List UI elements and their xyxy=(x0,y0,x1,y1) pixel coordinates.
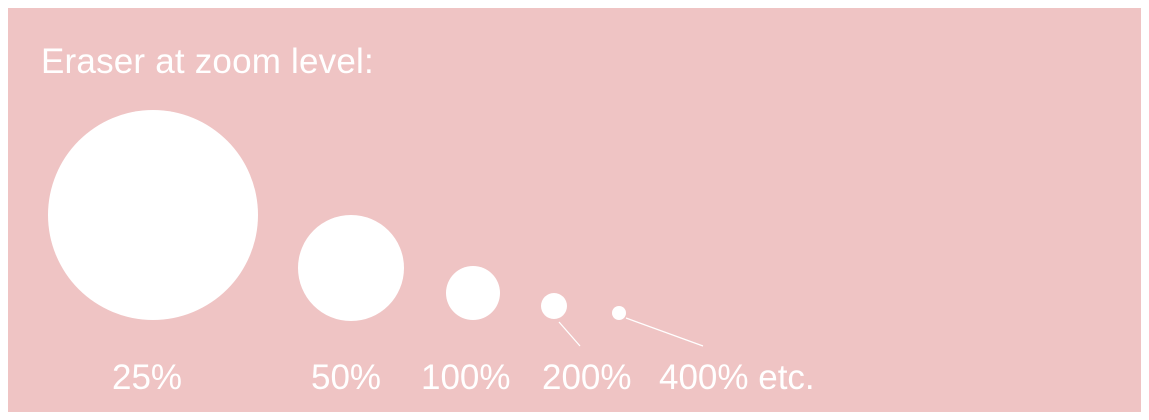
zoom-label-50: 50% xyxy=(311,358,381,397)
zoom-label-25: 25% xyxy=(112,358,182,397)
zoom-label-400: 400% etc. xyxy=(659,358,815,397)
page-title: Eraser at zoom level: xyxy=(41,42,374,81)
eraser-circle-400 xyxy=(612,306,626,320)
eraser-circle-25 xyxy=(48,110,258,320)
pointer-line-400 xyxy=(625,317,704,347)
eraser-circle-50 xyxy=(298,215,404,321)
zoom-label-200: 200% xyxy=(542,358,632,397)
eraser-circle-200 xyxy=(541,293,567,319)
eraser-circle-100 xyxy=(446,266,500,320)
zoom-label-100: 100% xyxy=(421,358,511,397)
pointer-line-200 xyxy=(558,321,581,347)
